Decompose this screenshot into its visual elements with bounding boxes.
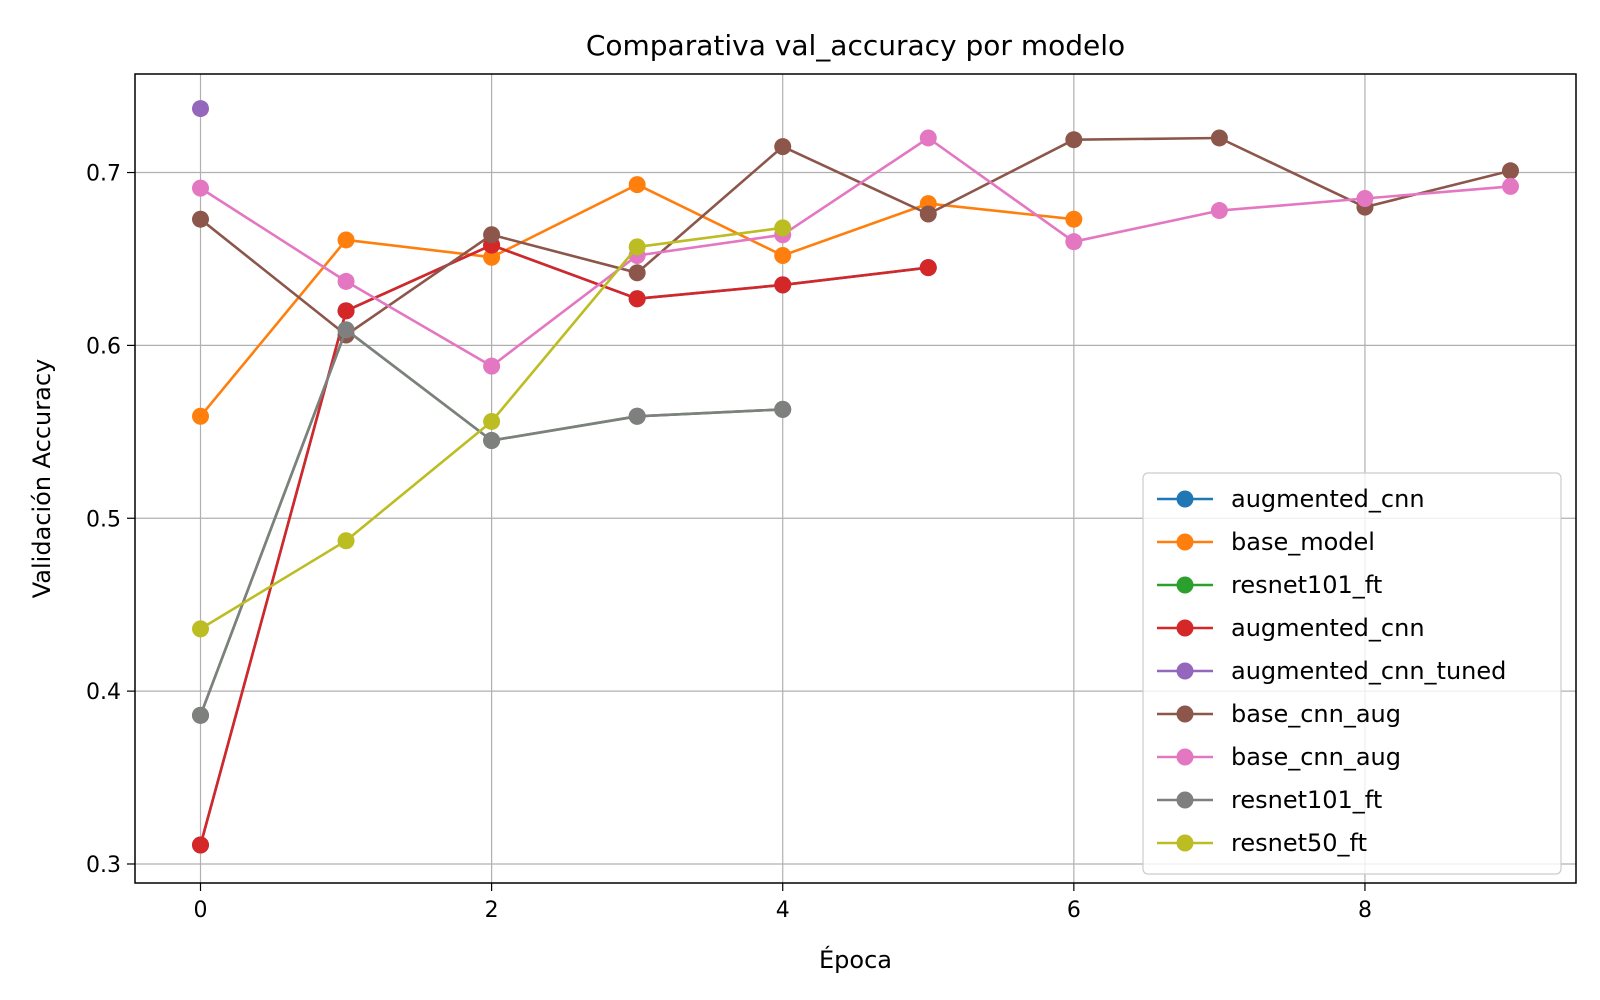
data-point: [919, 259, 937, 277]
data-point: [483, 431, 501, 449]
data-point: [1210, 129, 1228, 147]
data-point: [628, 176, 646, 194]
legend-item: augmented_cnn: [1157, 485, 1425, 513]
x-tick-label: 8: [1358, 898, 1372, 923]
data-point: [483, 248, 501, 266]
legend-label: augmented_cnn: [1231, 614, 1425, 642]
data-point: [1356, 189, 1374, 207]
legend-item: base_cnn_aug: [1157, 743, 1401, 771]
series-line: [199, 243, 929, 846]
x-tick-label: 4: [776, 898, 790, 923]
legend-item: resnet101_ft: [1157, 571, 1382, 599]
series-resnet50_ft: [192, 219, 792, 638]
legend-marker: [1176, 619, 1194, 637]
legend-marker: [1176, 662, 1194, 680]
data-point: [1502, 162, 1519, 180]
legend: augmented_cnnbase_modelresnet101_ftaugme…: [1142, 472, 1562, 875]
legend-label: resnet50_ft: [1231, 829, 1367, 857]
data-point: [192, 407, 209, 425]
series-resnet101_ft: [192, 321, 792, 724]
series-line: [199, 136, 1511, 368]
data-point: [774, 219, 792, 237]
data-point: [192, 706, 209, 724]
x-axis-label: Época: [819, 945, 892, 974]
series-base_cnn_aug: [192, 129, 1519, 344]
data-point: [337, 302, 355, 320]
data-point: [1065, 210, 1083, 228]
data-point: [774, 138, 792, 156]
legend-item: resnet50_ft: [1157, 829, 1367, 857]
legend-label: augmented_cnn_tuned: [1231, 657, 1506, 685]
chart-title: Comparativa val_accuracy por modelo: [586, 29, 1125, 62]
data-point: [337, 231, 355, 249]
data-point: [919, 129, 937, 147]
data-point: [628, 290, 646, 308]
data-point: [1502, 177, 1519, 195]
y-tick-label: 0.3: [86, 853, 121, 878]
legend-box: [1142, 472, 1562, 875]
legend-item: augmented_cnn_tuned: [1157, 657, 1506, 685]
data-point: [628, 407, 646, 425]
data-point: [337, 272, 355, 290]
data-point: [774, 247, 792, 265]
series-line: [199, 136, 1511, 337]
legend-marker: [1176, 533, 1194, 551]
data-point: [192, 620, 209, 638]
x-tick-label: 2: [485, 898, 499, 923]
y-tick-label: 0.7: [86, 162, 121, 187]
data-point: [192, 836, 209, 854]
series-augmented_cnn_tuned: [192, 100, 209, 118]
legend-label: base_cnn_aug: [1231, 743, 1401, 771]
y-tick-label: 0.4: [86, 680, 121, 705]
legend-label: augmented_cnn: [1231, 485, 1425, 513]
data-point: [337, 321, 355, 339]
series-base_model: [192, 176, 1083, 425]
legend-marker: [1176, 705, 1194, 723]
legend-item: augmented_cnn: [1157, 614, 1425, 642]
y-tick-label: 0.5: [86, 507, 121, 532]
legend-marker: [1176, 490, 1194, 508]
data-point: [192, 179, 209, 197]
legend-label: base_model: [1231, 528, 1375, 556]
data-point: [919, 205, 937, 223]
legend-item: base_cnn_aug: [1157, 700, 1401, 728]
legend-item: base_model: [1157, 528, 1375, 556]
legend-marker: [1176, 576, 1194, 594]
x-tick-label: 6: [1067, 898, 1081, 923]
series-augmented_cnn: [192, 236, 937, 854]
data-point: [1210, 202, 1228, 220]
ticks: 0 2 4 6 8 0.3 0.4 0.5 0.6 0.7: [86, 162, 1372, 923]
data-point: [483, 226, 501, 244]
plot-frame: [134, 73, 1577, 884]
data-point: [483, 412, 501, 430]
legend-item: resnet101_ft: [1157, 786, 1382, 814]
y-axis-label: Validación Accuracy: [28, 359, 56, 599]
data-point: [1065, 233, 1083, 251]
y-tick-label: 0.6: [86, 334, 121, 359]
legend-label: base_cnn_aug: [1231, 700, 1401, 728]
data-point: [774, 400, 792, 418]
x-tick-label: 0: [194, 898, 208, 923]
data-point: [192, 210, 209, 228]
legend-marker: [1176, 748, 1194, 766]
data-point: [628, 238, 646, 256]
legend-label: resnet101_ft: [1231, 786, 1382, 814]
data-point: [628, 264, 646, 282]
legend-marker: [1176, 834, 1194, 852]
data-point: [1065, 131, 1083, 149]
data-point: [192, 100, 209, 118]
data-point: [774, 276, 792, 294]
legend-marker: [1176, 791, 1194, 809]
data-point: [483, 357, 501, 375]
legend-label: resnet101_ft: [1231, 571, 1382, 599]
series-layer: [192, 100, 1519, 854]
data-point: [337, 532, 355, 550]
